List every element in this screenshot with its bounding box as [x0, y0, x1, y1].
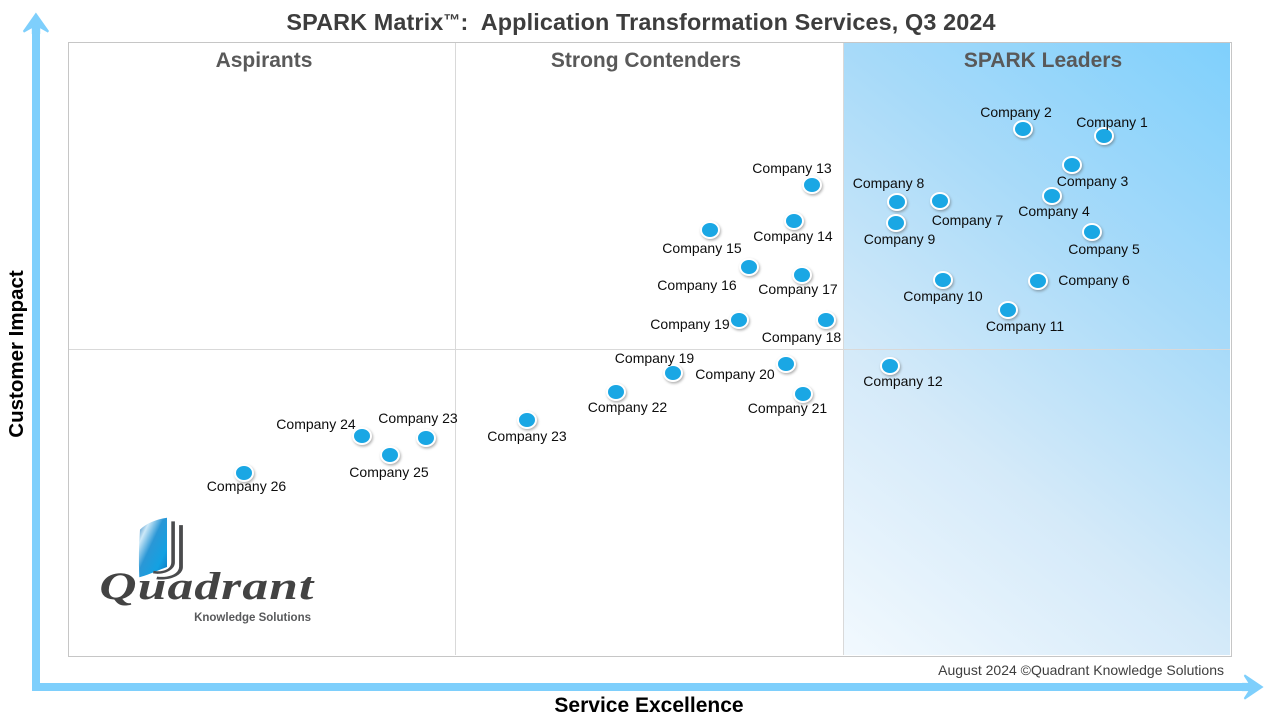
- svg-text:Knowledge Solutions: Knowledge Solutions: [194, 612, 311, 624]
- svg-text:Quadrant: Quadrant: [99, 564, 314, 608]
